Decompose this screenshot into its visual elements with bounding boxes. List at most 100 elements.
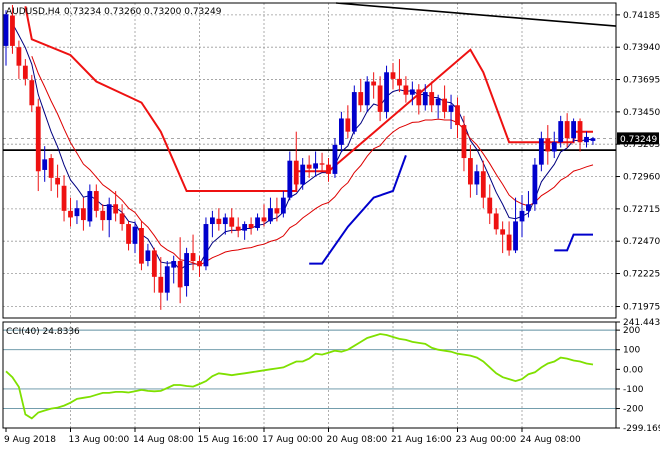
cci-line — [5, 333, 594, 420]
cci-panel: CCI(40) 24.8336 — [2, 321, 617, 429]
time-tick-label: 15 Aug 16:00 — [198, 435, 259, 445]
price-panel-frame — [2, 2, 617, 319]
candle-body — [280, 197, 286, 214]
price-axis: 0.74185 0.73940 0.73695 0.73450 0.73205 0.729… — [616, 11, 660, 313]
candle-body — [222, 217, 228, 225]
candle-body — [35, 106, 41, 172]
price-tick-label: 0.72225 — [623, 270, 660, 280]
candle-body — [190, 253, 196, 261]
cci-tick-label: 100 — [623, 346, 640, 356]
candle-body — [416, 89, 422, 106]
candle-body — [377, 85, 383, 112]
price-tick-label: 0.73205 — [623, 140, 660, 150]
cci-tick-label: -100 — [623, 385, 644, 395]
price-tick-label: 0.73450 — [623, 108, 660, 118]
candle-body — [81, 208, 86, 221]
candle-body — [513, 221, 518, 251]
candle-body — [403, 85, 409, 95]
time-tick-label: 20 Aug 08:00 — [327, 435, 388, 445]
candle-body — [100, 210, 106, 221]
candle-body — [538, 138, 544, 165]
time-tick-label: 14 Aug 08:00 — [133, 435, 194, 445]
candle-body — [448, 105, 454, 112]
candle-body — [106, 204, 112, 221]
time-tick-label: 24 Aug 08:00 — [520, 435, 581, 445]
candle-body — [461, 125, 467, 159]
time-tick-label: 17 Aug 00:00 — [262, 435, 323, 445]
candle-body — [371, 81, 377, 86]
ma-red-line — [31, 56, 594, 266]
candle-body — [306, 164, 312, 169]
candle-body — [126, 224, 131, 244]
candle-body — [48, 158, 54, 178]
price-tick-label: 0.71975 — [623, 303, 660, 313]
candle-body — [216, 218, 222, 225]
candle-body — [55, 177, 60, 185]
candle-body — [210, 217, 215, 225]
candle-body — [384, 72, 389, 112]
candle-body — [42, 159, 48, 170]
candle-body — [545, 138, 551, 152]
current-price-label: 0.73249 — [620, 135, 657, 145]
candle-body — [442, 98, 447, 112]
candle-body — [551, 142, 557, 152]
candle-body — [113, 204, 119, 214]
candle-body — [493, 213, 499, 230]
price-tick-label: 0.73695 — [623, 76, 660, 86]
cci-tick-label: -299.1697 — [623, 424, 660, 434]
price-tick-label: 0.72715 — [623, 205, 660, 215]
candle-body — [268, 208, 273, 222]
candle-body — [584, 136, 589, 143]
price-tick-label: 0.72470 — [623, 237, 660, 247]
candle-body — [197, 260, 202, 267]
cci-tick-label: 241.4438 — [623, 318, 660, 328]
candle-body — [480, 171, 486, 198]
candle-body — [332, 144, 338, 174]
candle-body — [261, 217, 267, 222]
candle-body — [68, 210, 73, 218]
time-tick-label: 9 Aug 2018 — [4, 435, 56, 445]
candle-body — [506, 234, 512, 251]
candle-body — [10, 15, 15, 46]
candle-body — [339, 118, 344, 145]
candle-body — [487, 197, 493, 214]
candle-body — [16, 47, 22, 66]
trendline — [335, 2, 617, 27]
candle-body — [526, 204, 531, 211]
price-tick-label: 0.72960 — [623, 173, 660, 183]
candle-body — [61, 185, 67, 211]
candle-body — [177, 260, 183, 288]
chart-symbol: AUDUSD,H4 — [6, 7, 61, 17]
candle-body — [203, 224, 209, 267]
current-price-box — [617, 132, 659, 145]
candle-body — [319, 163, 325, 165]
candle-body — [184, 253, 189, 287]
candle-body — [564, 121, 570, 139]
candle-body — [358, 92, 364, 106]
current-price-marker: 0.73249 — [617, 132, 659, 145]
candle-body — [248, 224, 254, 228]
candle-body — [287, 160, 293, 198]
candle-body — [558, 121, 564, 143]
cci-readout: CCI(40) 24.8336 — [6, 327, 80, 337]
candles-layer — [3, 4, 596, 310]
candle-body — [455, 105, 460, 126]
candle-body — [500, 229, 506, 235]
candle-body — [151, 250, 157, 277]
candle-body — [145, 250, 151, 261]
candle-body — [326, 164, 331, 174]
candle-body — [313, 163, 318, 169]
time-tick-label: 23 Aug 00:00 — [456, 435, 517, 445]
candle-body — [171, 260, 177, 268]
candle-body — [364, 81, 370, 106]
cci-tick-label: 200 — [623, 326, 640, 336]
cci-line-layer — [5, 333, 594, 420]
candle-body — [29, 80, 35, 106]
cci-tick-label: 0.00 — [623, 365, 643, 375]
candle-body — [274, 208, 280, 214]
candle-body — [132, 226, 138, 244]
candle-body — [164, 266, 170, 293]
candle-body — [242, 224, 248, 231]
